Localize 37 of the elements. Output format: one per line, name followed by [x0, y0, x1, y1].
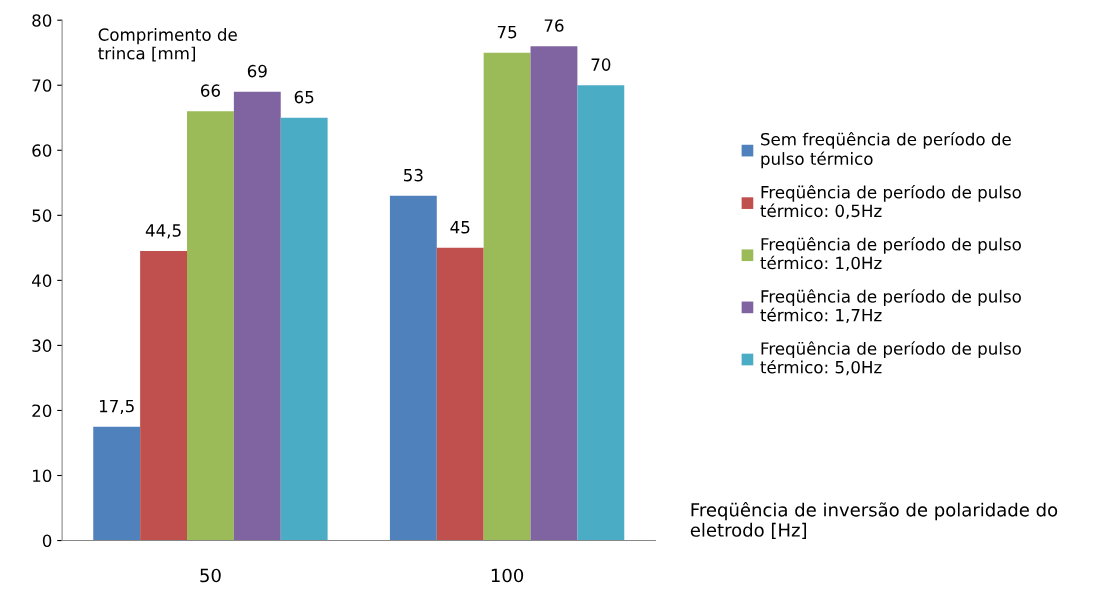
x-tick-label: 100	[491, 568, 524, 583]
y-tick-label: 80	[32, 14, 52, 27]
bar	[436, 247, 484, 541]
legend-label: Freqüência de período de pulso térmico: 0,5Hz	[760, 184, 1021, 219]
y-tick-label: 0	[42, 534, 52, 548]
bar	[530, 46, 578, 541]
data-label: 44,5	[145, 224, 181, 239]
legend-label: Freqüência de período de pulso térmico: 5,0Hz	[760, 341, 1021, 376]
data-label: 66	[200, 84, 220, 97]
legend-label: Freqüência de período de pulso térmico: 1,0Hz	[760, 237, 1021, 271]
legend-label: Freqüência de período de pulso térmico: 1,7Hz	[760, 289, 1021, 324]
y-tick-label: 20	[32, 404, 52, 418]
legend-label: Sem freqüência de período de pulso térmico	[761, 131, 1011, 169]
bar	[483, 52, 531, 541]
bar	[280, 117, 328, 541]
y-tick-label: 10	[33, 469, 52, 483]
x-axis-title: Freqüência de inversão de polaridade do eletrodo [Hz]	[690, 501, 1058, 539]
data-label: 65	[294, 90, 314, 104]
y-tick-label: 40	[31, 274, 52, 287]
data-label: 75	[497, 25, 517, 39]
bar	[233, 91, 281, 541]
data-label: 70	[591, 58, 611, 71]
data-label: 76	[544, 19, 564, 32]
y-tick-label: 70	[32, 79, 52, 92]
bar	[389, 195, 437, 541]
y-tick-label: 30	[32, 339, 52, 352]
data-label: 17,5	[99, 399, 134, 415]
y-tick-label: 50	[32, 209, 52, 222]
y-tick-label: 60	[32, 144, 52, 157]
data-label: 45	[450, 221, 470, 234]
bar	[577, 85, 625, 541]
y-axis-title: Comprimento de trinca [mm]	[98, 28, 237, 62]
bar	[187, 111, 234, 541]
bar	[93, 426, 141, 541]
data-label: 69	[247, 64, 267, 78]
data-label: 53	[404, 168, 423, 182]
bar	[140, 251, 187, 541]
